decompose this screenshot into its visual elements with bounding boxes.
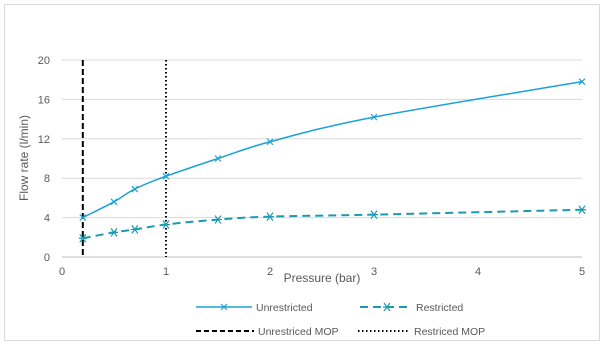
x-tick-label: 0: [59, 266, 65, 278]
x-tick-label: 2: [267, 266, 273, 278]
data-series: [78, 78, 586, 243]
y-tick-label: 12: [38, 134, 50, 146]
legend-item-unrestriced-mop: Unrestriced MOP: [196, 326, 339, 338]
x-axis-title: Pressure (bar): [284, 271, 361, 285]
data-point-marker: [266, 138, 274, 146]
y-tick-label: 8: [44, 173, 50, 185]
legend: Unrestricted Restricted Unrestriced MOP …: [196, 302, 485, 338]
data-point-marker: [266, 212, 274, 221]
y-tick-label: 0: [44, 252, 50, 264]
series-line: [82, 208, 583, 240]
y-axis-title: Flow rate (l/min): [17, 115, 31, 201]
legend-label-unrestricted: Unrestricted: [256, 302, 313, 314]
reference-lines: [81, 60, 167, 257]
data-point-marker: [370, 210, 378, 220]
legend-label-unrestriced-mop: Unrestriced MOP: [258, 326, 339, 338]
gridlines: [62, 59, 582, 219]
data-point-marker: [214, 155, 222, 162]
x-tick-label: 3: [371, 266, 377, 278]
y-tick-label: 4: [44, 213, 50, 225]
series-line: [82, 80, 583, 219]
data-point-marker: [110, 228, 118, 237]
x-tick-label: 5: [579, 266, 585, 278]
y-tick-label: 20: [38, 55, 50, 67]
legend-item-unrestricted: Unrestricted: [196, 302, 313, 314]
legend-label-restriced-mop: Restriced MOP: [414, 326, 485, 338]
data-point-marker: [578, 78, 586, 86]
data-point-marker: [131, 185, 139, 193]
data-point-marker: [162, 220, 170, 229]
y-tick-label: 16: [38, 94, 50, 106]
data-point-marker: [162, 172, 170, 180]
data-point-marker: [214, 215, 222, 224]
data-point-marker: [370, 113, 378, 121]
legend-item-restriced-mop: Restriced MOP: [358, 326, 485, 338]
legend-item-restricted: Restricted: [360, 302, 463, 314]
x-tick-label: 1: [163, 266, 169, 278]
legend-label-restricted: Restricted: [416, 302, 463, 314]
data-point-marker: [130, 225, 139, 234]
data-point-marker: [578, 205, 586, 215]
x-tick-label: 4: [475, 266, 481, 278]
data-point-marker: [78, 233, 87, 243]
data-point-marker: [110, 198, 118, 206]
data-point-marker: [79, 214, 87, 222]
